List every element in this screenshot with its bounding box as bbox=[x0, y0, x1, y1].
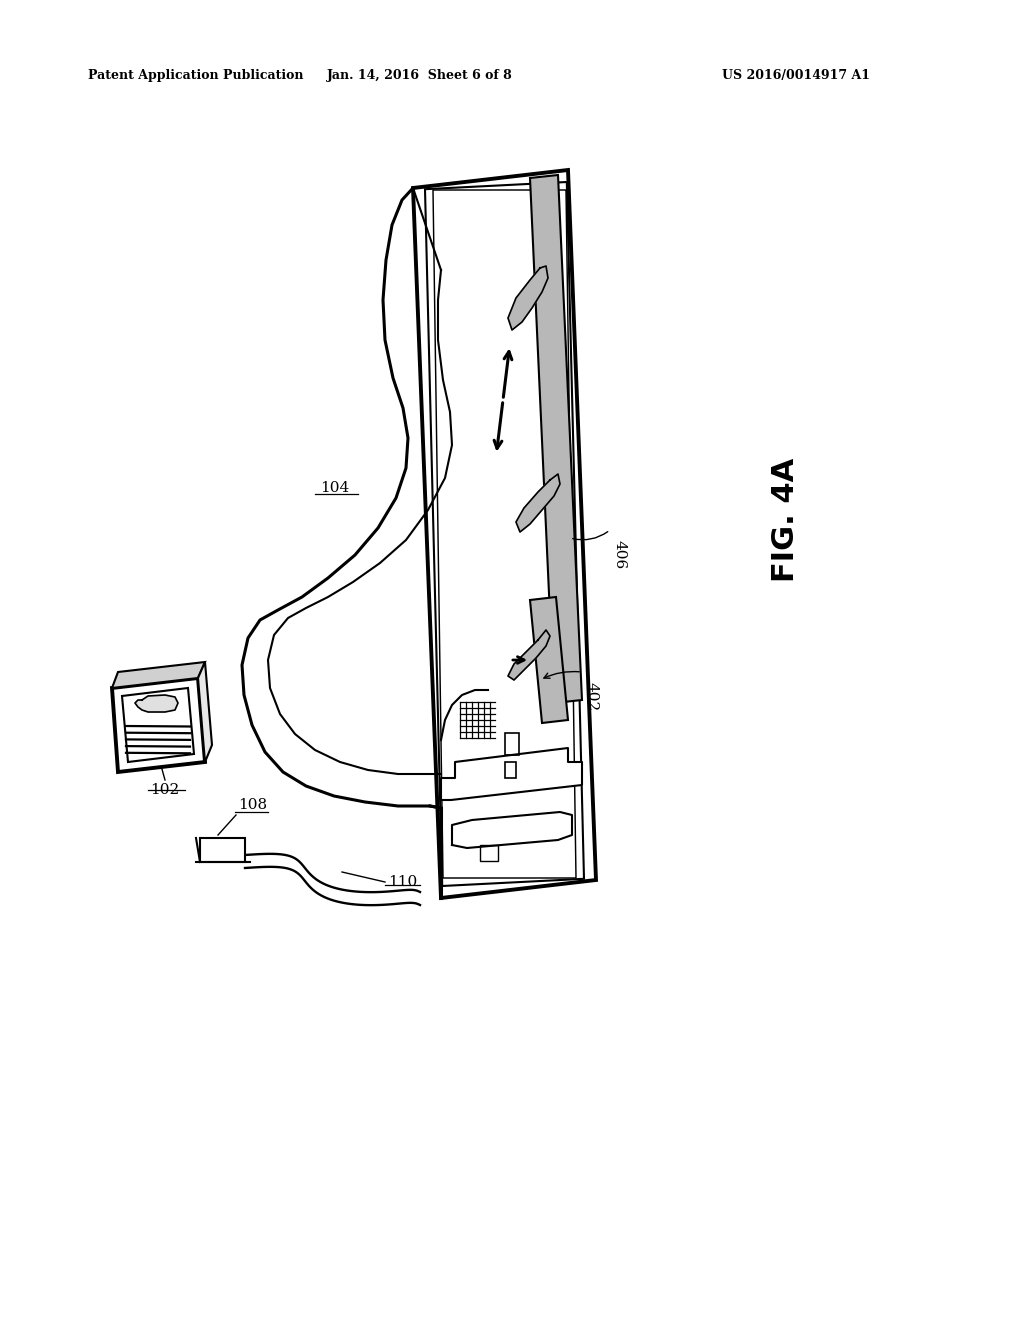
Polygon shape bbox=[441, 748, 582, 800]
Polygon shape bbox=[413, 170, 596, 898]
Polygon shape bbox=[452, 812, 572, 847]
Bar bbox=[480, 845, 498, 861]
Polygon shape bbox=[135, 696, 178, 711]
Polygon shape bbox=[530, 597, 568, 723]
Text: 110: 110 bbox=[388, 875, 417, 888]
Text: 104: 104 bbox=[321, 480, 349, 495]
Bar bbox=[505, 733, 519, 755]
Polygon shape bbox=[508, 267, 548, 330]
Text: 406: 406 bbox=[612, 540, 626, 569]
Bar bbox=[200, 838, 245, 862]
Text: Jan. 14, 2016  Sheet 6 of 8: Jan. 14, 2016 Sheet 6 of 8 bbox=[327, 69, 513, 82]
Polygon shape bbox=[508, 630, 550, 680]
Text: FIG. 4A: FIG. 4A bbox=[770, 458, 800, 582]
Polygon shape bbox=[122, 688, 194, 762]
Text: 108: 108 bbox=[238, 799, 267, 812]
Polygon shape bbox=[530, 176, 582, 704]
Text: 102: 102 bbox=[151, 783, 179, 797]
Polygon shape bbox=[516, 474, 560, 532]
Bar bbox=[505, 762, 516, 777]
Text: Patent Application Publication: Patent Application Publication bbox=[88, 69, 303, 82]
Polygon shape bbox=[198, 663, 212, 762]
Polygon shape bbox=[112, 678, 205, 772]
Text: 402: 402 bbox=[584, 682, 598, 711]
Text: US 2016/0014917 A1: US 2016/0014917 A1 bbox=[722, 69, 870, 82]
Polygon shape bbox=[112, 663, 205, 688]
